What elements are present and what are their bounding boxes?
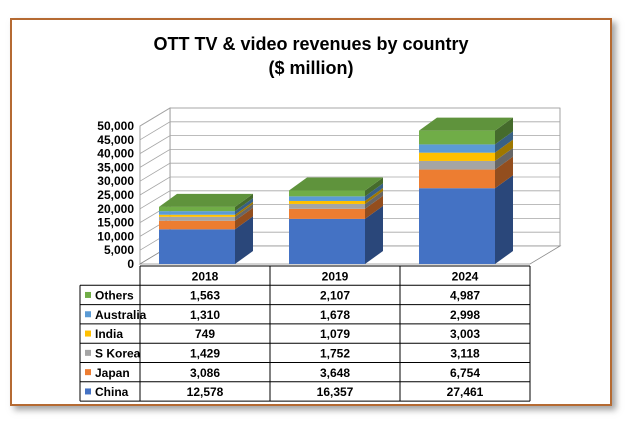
y-tick-label: 45,000 <box>97 133 134 147</box>
bar-front-india-2019 <box>289 200 365 204</box>
bar-front-others-2018 <box>159 206 235 212</box>
legend-swatch-others <box>85 291 91 298</box>
chart-title: OTT TV & video revenues by country <box>153 34 468 54</box>
bar-front-others-2024 <box>419 130 495 145</box>
legend-label: India <box>95 327 123 341</box>
chart-subtitle: ($ million) <box>269 58 354 78</box>
bar-side-china-2024 <box>495 175 513 264</box>
legend-swatch-australia <box>85 311 91 318</box>
bar-side-others-2019 <box>365 177 383 197</box>
data-value-china-2019: 16,357 <box>317 385 354 399</box>
x-category-label: 2018 <box>192 269 219 283</box>
data-value-australia-2024: 2,998 <box>450 308 480 322</box>
x-category-label: 2024 <box>452 269 479 283</box>
data-value-s-korea-2024: 3,118 <box>450 347 480 361</box>
data-value-others-2019: 2,107 <box>320 289 350 303</box>
legend-swatch-s-korea <box>85 349 91 356</box>
y-tick-label: 40,000 <box>97 147 134 161</box>
bar-side-india-2018 <box>235 201 253 217</box>
data-value-australia-2018: 1,310 <box>190 308 220 322</box>
bar-side-australia-2018 <box>235 198 253 215</box>
data-value-others-2018: 1,563 <box>190 289 220 303</box>
data-value-s-korea-2019: 1,752 <box>320 347 350 361</box>
legend-label: Australia <box>95 308 147 322</box>
data-value-china-2024: 27,461 <box>447 385 484 399</box>
bar-side-s-korea-2018 <box>235 203 253 221</box>
bar-side-japan-2018 <box>235 207 253 230</box>
bar-side-australia-2024 <box>495 131 513 153</box>
bar-front-s-korea-2024 <box>419 160 495 170</box>
bar-side-japan-2019 <box>365 195 383 219</box>
bar-front-others-2019 <box>289 190 365 197</box>
bar-side-india-2019 <box>365 187 383 204</box>
legend-label: S Korea <box>95 347 141 361</box>
data-value-india-2024: 3,003 <box>450 327 480 341</box>
stacked-bar-chart: OTT TV & video revenues by country ($ mil… <box>79 34 562 402</box>
chart-frame: OTT TV & video revenues by country ($ mil… <box>10 18 612 406</box>
y-tick-label: 25,000 <box>97 188 134 202</box>
y-tick-label: 0 <box>127 257 134 271</box>
data-value-india-2018: 749 <box>195 327 215 341</box>
data-value-china-2018: 12,578 <box>187 385 224 399</box>
y-tick-label: 50,000 <box>97 119 134 133</box>
bar-side-japan-2024 <box>495 156 513 189</box>
y-tick-label: 20,000 <box>97 202 134 216</box>
bar-top-2024 <box>419 117 513 131</box>
bar-front-china-2018 <box>159 229 235 264</box>
bar-side-china-2018 <box>235 216 253 264</box>
legend-swatch-japan <box>85 369 91 376</box>
bar-front-s-korea-2019 <box>289 203 365 209</box>
data-value-japan-2024: 6,754 <box>450 366 480 380</box>
data-value-others-2024: 4,987 <box>450 289 480 303</box>
bar-front-china-2019 <box>289 218 365 264</box>
legend-swatch-china <box>85 388 91 395</box>
bar-front-japan-2019 <box>289 208 365 219</box>
legend-label: Others <box>95 289 134 303</box>
bar-side-others-2024 <box>495 117 513 145</box>
bar-top-2018 <box>159 193 253 207</box>
y-tick-label: 35,000 <box>97 160 134 174</box>
data-value-japan-2019: 3,648 <box>320 366 350 380</box>
y-tick-label: 10,000 <box>97 229 134 243</box>
bar-side-s-korea-2024 <box>495 147 513 170</box>
bar-front-australia-2019 <box>289 196 365 201</box>
bar-front-australia-2018 <box>159 211 235 215</box>
bar-side-s-korea-2019 <box>365 190 383 209</box>
y-tick-label: 15,000 <box>97 216 134 230</box>
bar-front-india-2018 <box>159 214 235 217</box>
legend-label: China <box>95 385 129 399</box>
gridline <box>139 107 560 127</box>
data-value-india-2019: 1,079 <box>320 327 350 341</box>
bar-front-china-2024 <box>419 188 495 264</box>
data-value-australia-2019: 1,678 <box>320 308 350 322</box>
gridline <box>139 121 560 141</box>
bar-front-india-2024 <box>419 152 495 161</box>
legend-swatch-india <box>85 330 91 337</box>
bar-side-india-2024 <box>495 139 513 161</box>
bar-front-japan-2018 <box>159 220 235 230</box>
legend-label: Japan <box>95 366 130 380</box>
y-tick-label: 5,000 <box>104 243 134 257</box>
data-value-japan-2018: 3,086 <box>190 366 220 380</box>
data-value-s-korea-2018: 1,429 <box>190 347 220 361</box>
bar-side-australia-2019 <box>365 183 383 201</box>
bar-side-china-2019 <box>365 205 383 264</box>
bar-front-s-korea-2018 <box>159 216 235 221</box>
x-category-label: 2019 <box>322 269 349 283</box>
y-tick-label: 30,000 <box>97 174 134 188</box>
bar-side-others-2018 <box>235 193 253 212</box>
bar-top-2019 <box>289 177 383 191</box>
bar-front-australia-2024 <box>419 144 495 153</box>
bar-front-japan-2024 <box>419 169 495 189</box>
